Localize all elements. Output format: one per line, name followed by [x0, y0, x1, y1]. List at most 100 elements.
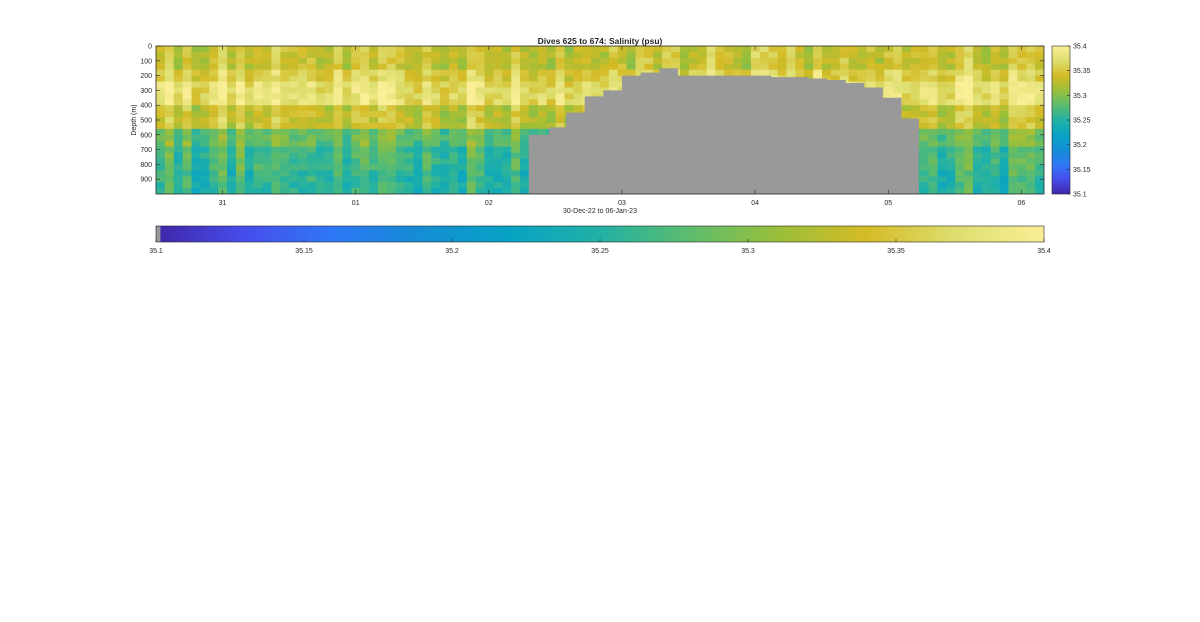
- heatmap-cell: [466, 93, 477, 100]
- heatmap-cell: [235, 46, 246, 53]
- heatmap-cell: [493, 164, 503, 171]
- heatmap-cell: [893, 57, 903, 65]
- heatmap-cell: [1026, 146, 1036, 154]
- heatmap-cell: [742, 69, 752, 77]
- heatmap-cell: [1017, 46, 1027, 53]
- heatmap-cell: [830, 51, 841, 59]
- heatmap-cell: [1035, 75, 1044, 83]
- heatmap-cell: [227, 81, 237, 88]
- heatmap-cell: [369, 176, 379, 183]
- heatmap-cell: [1035, 51, 1044, 59]
- heatmap-cell: [972, 164, 983, 171]
- heatmap-cell: [324, 146, 335, 154]
- heatmap-cell: [333, 57, 343, 65]
- heatmap-cell: [990, 146, 1001, 154]
- heatmap-cell: [786, 69, 796, 77]
- heatmap-cell: [990, 170, 1001, 177]
- heatmap-cell: [191, 105, 201, 112]
- heatmap-cell: [262, 105, 272, 112]
- heatmap-cell: [1008, 122, 1018, 130]
- heatmap-cell: [972, 140, 983, 148]
- heatmap-cell: [999, 93, 1009, 100]
- heatmap-cell: [191, 164, 201, 171]
- heatmap-cell: [990, 158, 1001, 165]
- heatmap-cell: [928, 105, 938, 112]
- heatmap-cell: [227, 51, 237, 59]
- heatmap-cell: [964, 134, 974, 142]
- heatmap-cell: [342, 81, 352, 88]
- heatmap-cell: [875, 69, 885, 77]
- heatmap-cell: [564, 93, 574, 100]
- heatmap-cell: [227, 63, 237, 71]
- heatmap-cell: [928, 63, 938, 71]
- heatmap-cell: [928, 51, 938, 59]
- heatmap-cell: [413, 69, 423, 77]
- heatmap-cell: [209, 122, 219, 130]
- heatmap-cell: [218, 75, 228, 83]
- heatmap-cell: [1026, 93, 1036, 100]
- heatmap-cell: [431, 69, 441, 77]
- heatmap-cell: [342, 93, 352, 100]
- heatmap-cell: [244, 81, 255, 88]
- heatmap-cell: [733, 63, 743, 71]
- heatmap-cell: [671, 46, 681, 53]
- heatmap-cell: [262, 152, 272, 159]
- heatmap-cell: [964, 81, 974, 88]
- heatmap-cell: [884, 63, 894, 71]
- heatmap-cell: [386, 152, 397, 159]
- heatmap-cell: [999, 57, 1009, 65]
- y-tick-label: 200: [140, 73, 152, 80]
- heatmap-cell: [484, 105, 494, 112]
- heatmap-cell: [351, 51, 361, 59]
- heatmap-cell: [981, 63, 992, 71]
- heatmap-cell: [200, 93, 210, 100]
- heatmap-cell: [786, 46, 796, 53]
- heatmap-cell: [244, 140, 255, 148]
- heatmap-cell: [1017, 170, 1027, 177]
- heatmap-cell: [369, 188, 379, 194]
- heatmap-cell: [298, 152, 308, 159]
- heatmap-cell: [990, 188, 1001, 194]
- heatmap-cell: [360, 57, 370, 65]
- heatmap-cell: [422, 182, 432, 189]
- heatmap-cell: [378, 134, 388, 142]
- heatmap-cell: [884, 81, 894, 88]
- heatmap-cell: [759, 69, 770, 77]
- heatmap-cell: [289, 117, 299, 124]
- heatmap-cell: [164, 176, 175, 183]
- heatmap-cell: [457, 152, 468, 159]
- vertical-colorbar-tick-label: 35.35: [1073, 68, 1091, 75]
- heatmap-cell: [315, 117, 326, 124]
- heatmap-cell: [333, 99, 343, 106]
- heatmap-cell: [955, 111, 965, 118]
- heatmap-cell: [395, 81, 406, 88]
- heatmap-cell: [378, 75, 388, 83]
- heatmap-cell: [369, 51, 379, 59]
- heatmap-cell: [608, 75, 619, 83]
- heatmap-cell: [1035, 81, 1044, 88]
- heatmap-cell: [1017, 75, 1027, 83]
- heatmap-cell: [537, 105, 548, 112]
- heatmap-cell: [298, 105, 308, 112]
- heatmap-cell: [218, 146, 228, 154]
- horizontal-colorbar-tick-label: 35.1: [149, 248, 163, 255]
- heatmap-cell: [946, 46, 956, 53]
- heatmap-cell: [218, 105, 228, 112]
- heatmap-cell: [564, 46, 574, 53]
- heatmap-cell: [369, 69, 379, 77]
- heatmap-cell: [502, 57, 512, 65]
- heatmap-cell: [830, 63, 841, 71]
- heatmap-cell: [493, 51, 503, 59]
- heatmap-cell: [173, 81, 184, 88]
- heatmap-cell: [440, 122, 450, 130]
- heatmap-cell: [875, 63, 885, 71]
- heatmap-cell: [750, 51, 761, 59]
- heatmap-cell: [955, 170, 965, 177]
- heatmap-cell: [306, 81, 317, 88]
- heatmap-cell: [564, 51, 574, 59]
- heatmap-cell: [555, 122, 565, 130]
- heatmap-cell: [360, 182, 370, 189]
- heatmap-cell: [466, 51, 477, 59]
- heatmap-cell: [795, 46, 805, 53]
- heatmap-cell: [324, 111, 335, 118]
